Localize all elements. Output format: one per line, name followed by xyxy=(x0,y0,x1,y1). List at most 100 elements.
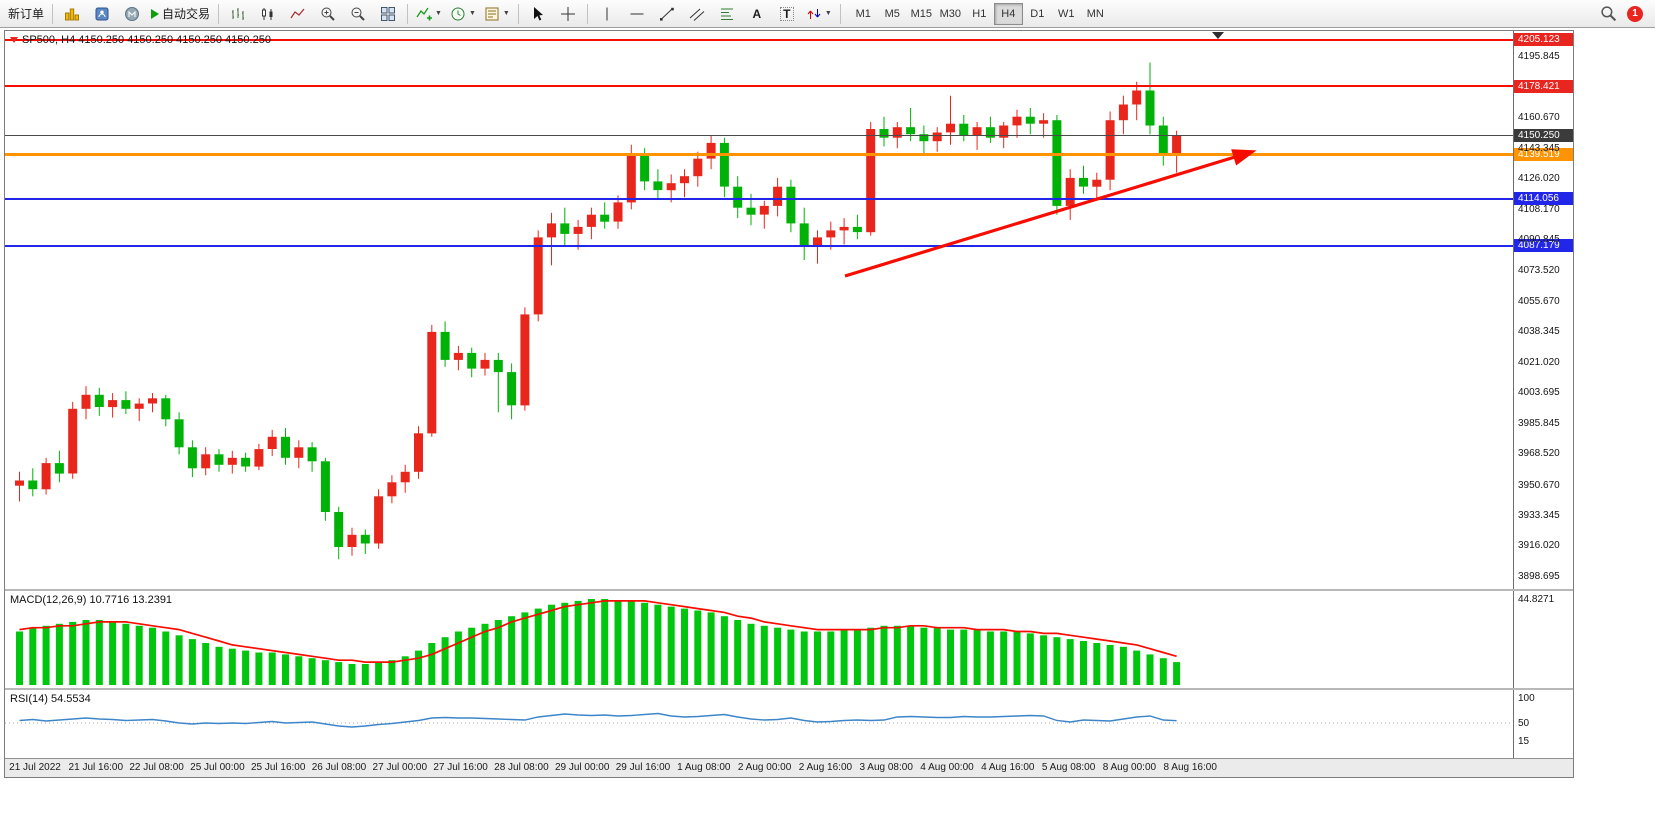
candle-bullish xyxy=(866,129,876,233)
candle-bullish xyxy=(573,226,583,234)
indicators-dropdown[interactable]: ▼ xyxy=(412,2,446,26)
one-click-trading-caret-icon[interactable] xyxy=(10,37,18,43)
fibonacci-tool-button[interactable] xyxy=(712,2,742,26)
autotrading-button[interactable]: 自动交易 xyxy=(147,2,214,26)
macd-histogram-bar xyxy=(122,623,130,685)
candle-bullish xyxy=(1012,116,1022,126)
price-level-line[interactable] xyxy=(5,85,1513,88)
candle-bearish xyxy=(360,534,370,544)
vertical-line-tool-button[interactable] xyxy=(592,2,622,26)
macd-histogram-bar xyxy=(800,631,808,685)
macd-histogram-bar xyxy=(814,631,821,685)
time-axis-label: 25 Jul 16:00 xyxy=(250,762,306,773)
timeframe-button-mn[interactable]: MN xyxy=(1086,7,1104,20)
candle-bullish xyxy=(480,359,490,369)
macd-histogram-bar xyxy=(1013,631,1021,685)
price-level-line[interactable] xyxy=(5,244,1513,247)
macd-panel[interactable]: MACD(12,26,9) 10.7716 13.2391 xyxy=(5,591,1513,688)
timeframe-button-m1[interactable]: M1 xyxy=(855,7,871,20)
candle-bullish xyxy=(892,127,902,138)
trendline-tool-button[interactable] xyxy=(652,2,682,26)
tile-windows-button[interactable] xyxy=(373,2,403,26)
price-badge: 4114.056 xyxy=(1514,192,1573,206)
arrows-dropdown[interactable]: ▼ xyxy=(802,2,836,26)
macd-axis-max: 44.8271 xyxy=(1518,594,1555,605)
candlestick-chart-icon xyxy=(262,7,273,20)
macd-histogram-bar xyxy=(1053,637,1061,685)
price-axis-tick: 4055.670 xyxy=(1518,296,1560,307)
rsi-axis-label: 50 xyxy=(1518,718,1530,729)
time-axis-label: 1 Aug 08:00 xyxy=(677,762,731,773)
price-chart-panel[interactable]: SP500, H4 4150.250 4150.250 4150.250 415… xyxy=(5,31,1513,589)
crosshair-icon xyxy=(560,6,575,21)
price-axis-tick: 3898.695 xyxy=(1518,570,1560,582)
timeframe-button-d1[interactable]: D1 xyxy=(1030,7,1045,20)
panel-splitter[interactable] xyxy=(5,688,1573,690)
price-axis-tick: 4021.020 xyxy=(1518,356,1560,368)
candle-bearish xyxy=(1158,125,1168,156)
new-order-button[interactable]: 新订单 xyxy=(4,2,48,26)
price-level-line[interactable] xyxy=(5,152,1513,156)
trend-arrow-head[interactable] xyxy=(1231,149,1257,166)
price-axis-tick: 3916.020 xyxy=(1518,540,1560,552)
timeframe-button-w1[interactable]: W1 xyxy=(1058,7,1075,20)
templates-icon xyxy=(485,7,499,20)
bar-chart-button[interactable] xyxy=(223,2,253,26)
timeframe-button-m5[interactable]: M5 xyxy=(884,7,900,20)
notification-badge[interactable]: 1 xyxy=(1627,5,1643,22)
candle-bullish xyxy=(387,482,397,497)
macd-histogram-bar xyxy=(228,648,236,685)
cursor-tool-button[interactable] xyxy=(523,2,553,26)
zoom-in-button[interactable] xyxy=(313,2,343,26)
candle-bullish xyxy=(693,158,703,177)
candle-bearish xyxy=(54,463,64,474)
price-axis-tick: 3985.845 xyxy=(1518,418,1560,430)
candle-bearish xyxy=(214,454,224,465)
macd-histogram-bar xyxy=(361,664,369,685)
candle-bullish xyxy=(1065,177,1075,206)
periods-dropdown[interactable]: ▼ xyxy=(446,2,480,26)
time-axis-label: 27 Jul 00:00 xyxy=(372,762,428,773)
text-label-tool-button[interactable]: T xyxy=(772,2,802,26)
panel-splitter[interactable] xyxy=(5,589,1573,591)
macd-histogram-bar xyxy=(548,604,555,685)
candlestick-chart-button[interactable] xyxy=(253,2,283,26)
templates-dropdown[interactable]: ▼ xyxy=(480,2,514,26)
price-level-line[interactable] xyxy=(5,197,1513,200)
text-tool-button[interactable]: A xyxy=(742,2,772,26)
zoom-out-button[interactable] xyxy=(343,2,373,26)
candle-bullish xyxy=(839,226,849,231)
profiles-button[interactable] xyxy=(87,2,117,26)
time-axis-label: 4 Aug 16:00 xyxy=(981,762,1035,773)
candle-bullish xyxy=(972,127,982,136)
candle-bullish xyxy=(108,400,118,408)
macd-histogram-bar xyxy=(1040,635,1048,685)
candle-bullish xyxy=(15,480,24,486)
price-level-line[interactable] xyxy=(5,38,1513,41)
search-icon[interactable] xyxy=(1600,5,1617,22)
price-axis: 44.8271 4205.123 4178.421 4150.250 4139.519… xyxy=(1513,31,1573,758)
price-level-line[interactable] xyxy=(5,135,1513,136)
candle-bearish xyxy=(440,331,450,360)
candlestick-series xyxy=(15,62,1182,560)
macd-histogram-bar xyxy=(920,627,928,685)
horizontal-line-tool-button[interactable] xyxy=(622,2,652,26)
trend-arrow-line[interactable] xyxy=(844,151,1249,278)
timeframe-button-m15[interactable]: M15 xyxy=(910,7,932,20)
macd-histogram-bar xyxy=(282,654,289,685)
channel-tool-button[interactable] xyxy=(682,2,712,26)
charts-button[interactable] xyxy=(57,2,87,26)
line-chart-button[interactable] xyxy=(283,2,313,26)
timeframe-button-h4[interactable]: H4 xyxy=(993,2,1023,25)
timeframe-button-m30[interactable]: M30 xyxy=(939,7,961,20)
timeframe-button-h1[interactable]: H1 xyxy=(972,7,987,20)
chart-shift-marker-icon[interactable] xyxy=(1212,32,1224,39)
rsi-panel[interactable]: RSI(14) 54.5534 xyxy=(5,690,1513,756)
candle-bearish xyxy=(1079,177,1088,187)
price-badge: 4178.421 xyxy=(1514,79,1573,93)
rsi-axis-label: 100 xyxy=(1518,693,1535,704)
metaquotes-button[interactable] xyxy=(117,2,147,26)
crosshair-tool-button[interactable] xyxy=(553,2,583,26)
candle-bullish xyxy=(813,237,822,247)
price-axis-tick: 4126.020 xyxy=(1518,172,1560,184)
